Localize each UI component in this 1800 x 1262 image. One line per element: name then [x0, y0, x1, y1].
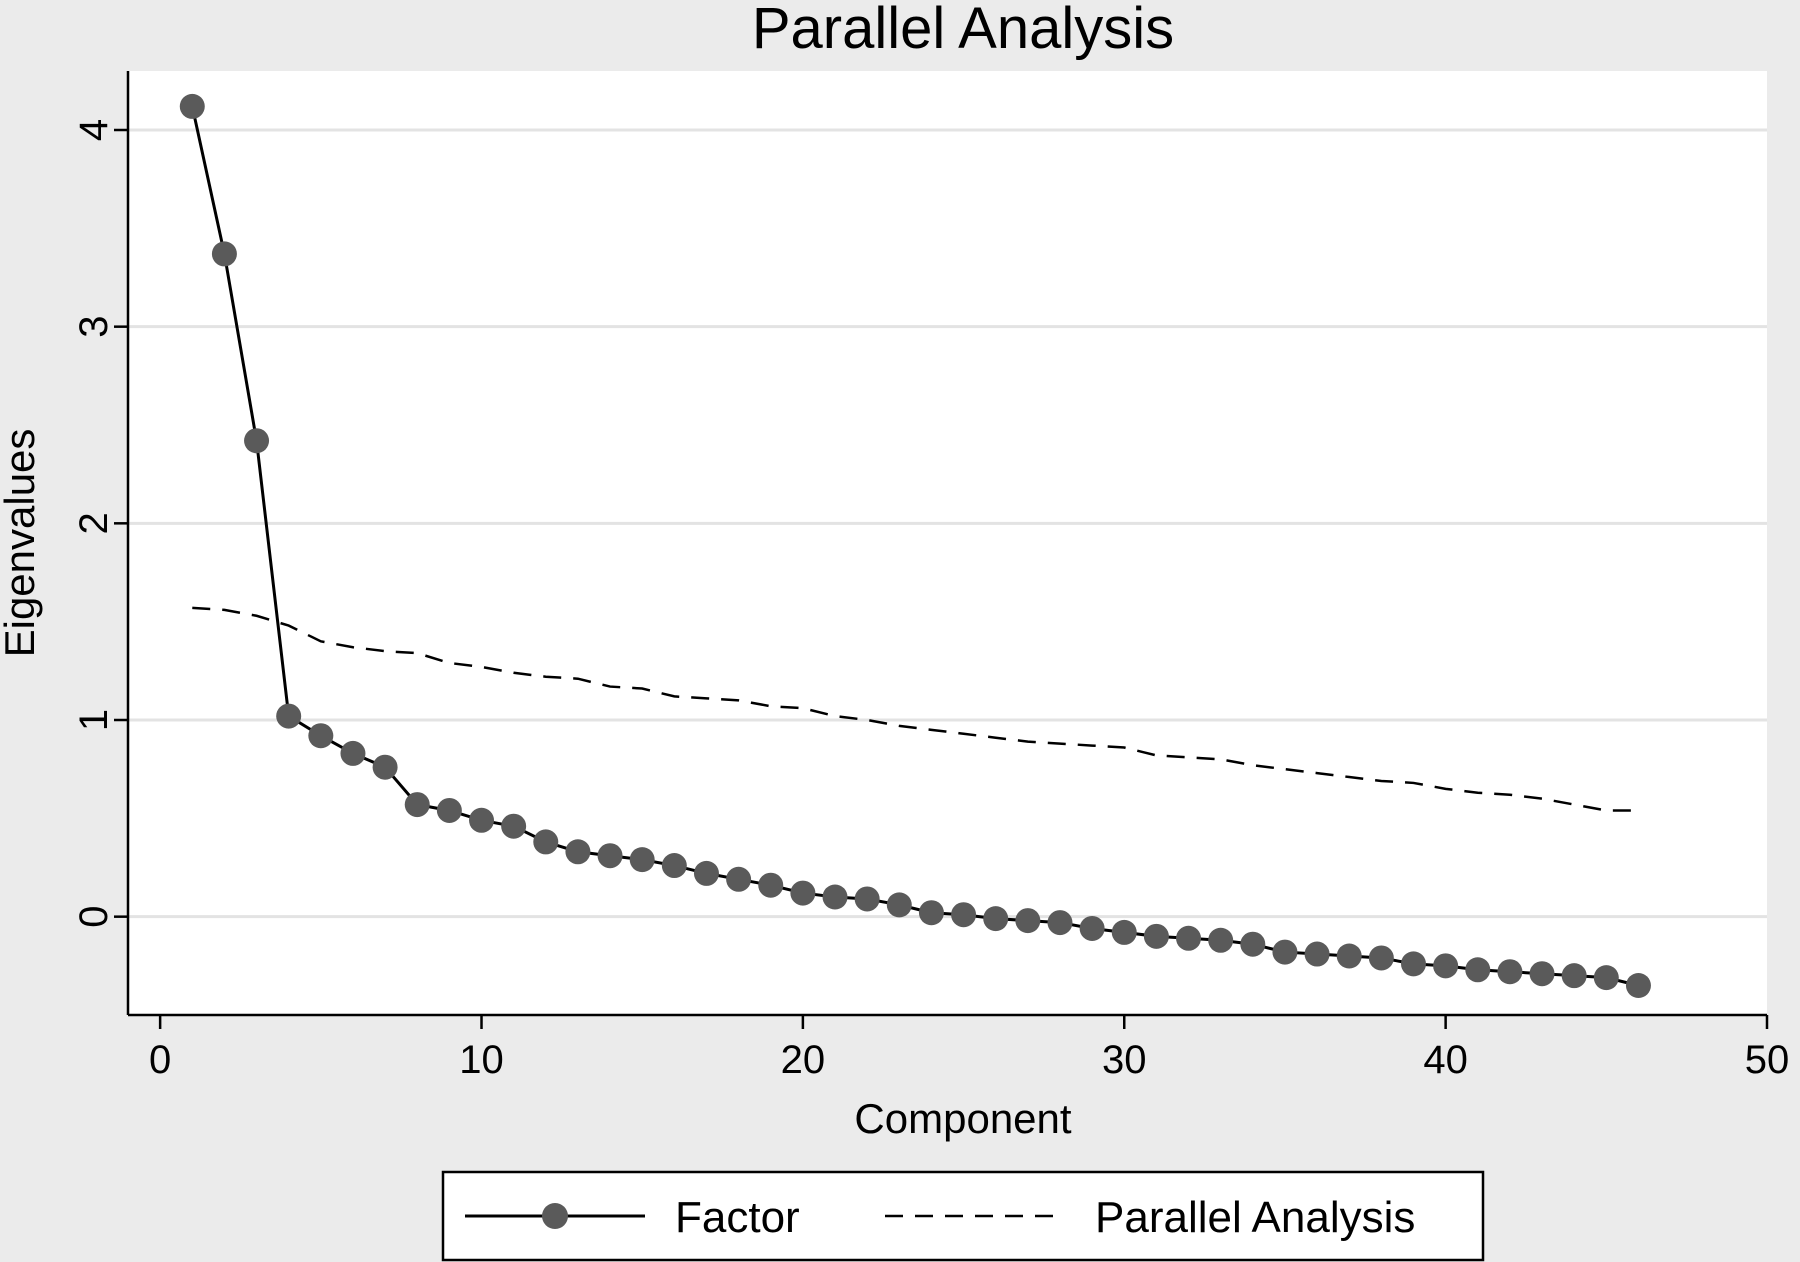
x-tick-label: 0: [149, 1038, 171, 1082]
factor-point: [1625, 973, 1651, 998]
factor-point: [1529, 961, 1555, 987]
factor-point: [693, 860, 719, 886]
factor-point: [1593, 965, 1619, 991]
factor-point: [918, 900, 944, 926]
y-tick-label: 3: [72, 316, 116, 338]
factor-point: [1079, 915, 1105, 941]
factor-point: [1368, 945, 1394, 971]
y-tick-label: 2: [72, 512, 116, 534]
factor-point: [1336, 943, 1362, 969]
series-parallel-analysis: [192, 606, 1639, 812]
factor-point: [501, 813, 527, 839]
x-tick-label: 50: [1745, 1038, 1790, 1082]
parallel-analysis-line: [192, 606, 1639, 812]
factor-point: [790, 880, 816, 906]
factor-point: [436, 797, 462, 823]
factor-point: [211, 241, 237, 267]
factor-point: [1176, 925, 1202, 951]
factor-point: [404, 792, 430, 818]
factor-point: [854, 886, 880, 912]
factor-point: [886, 892, 912, 918]
x-tick-label: 20: [781, 1038, 826, 1082]
factor-point: [726, 866, 752, 892]
y-tick-label: 0: [72, 906, 116, 928]
factor-point: [179, 93, 205, 119]
factor-point: [629, 847, 655, 873]
factor-point: [597, 843, 623, 869]
factor-point: [244, 428, 270, 454]
x-axis-ticks: 0 10 20 30 40 50: [149, 1015, 1789, 1082]
legend-factor-label: Factor: [675, 1193, 800, 1242]
x-tick-label: 10: [459, 1038, 504, 1082]
y-tick-label: 1: [72, 709, 116, 731]
factor-point: [1047, 910, 1073, 936]
gridlines: [128, 128, 1767, 919]
factor-point: [822, 884, 848, 910]
factor-point: [533, 829, 559, 855]
factor-point: [372, 754, 398, 780]
factor-point: [758, 872, 784, 898]
y-axis-title: Eigenvalues: [0, 429, 43, 658]
factor-point: [1015, 908, 1041, 934]
factor-point: [951, 902, 977, 928]
legend: Factor Parallel Analysis: [441, 1170, 1485, 1262]
factor-point: [983, 906, 1009, 932]
factor-point: [1433, 953, 1459, 979]
series-factor: [179, 93, 1651, 998]
x-axis-title: Component: [854, 1095, 1071, 1142]
factor-point: [308, 723, 334, 749]
factor-point: [276, 703, 302, 729]
legend-factor-marker: [542, 1203, 568, 1229]
factor-point: [565, 839, 591, 865]
factor-point: [661, 853, 687, 879]
factor-point: [1304, 941, 1330, 967]
legend-parallel-label: Parallel Analysis: [1095, 1193, 1415, 1242]
factor-point: [1111, 919, 1137, 945]
factor-line: [190, 106, 1639, 987]
factor-point: [1240, 931, 1266, 957]
x-tick-label: 30: [1102, 1038, 1147, 1082]
factor-point: [1272, 939, 1298, 965]
factor-point: [1561, 963, 1587, 989]
factor-point: [469, 807, 495, 833]
chart-title: Parallel Analysis: [752, 0, 1174, 61]
plot-area: [128, 71, 1767, 1015]
x-tick-label: 40: [1423, 1038, 1468, 1082]
factor-point: [1497, 959, 1523, 985]
factor-point: [1143, 923, 1169, 949]
factor-point: [340, 740, 366, 766]
y-axis-ticks: 0 1 2 3 4: [72, 119, 128, 928]
factor-point: [1400, 951, 1426, 977]
y-tick-label: 4: [72, 119, 116, 141]
factor-point: [1208, 927, 1234, 953]
factor-point: [1465, 957, 1491, 983]
